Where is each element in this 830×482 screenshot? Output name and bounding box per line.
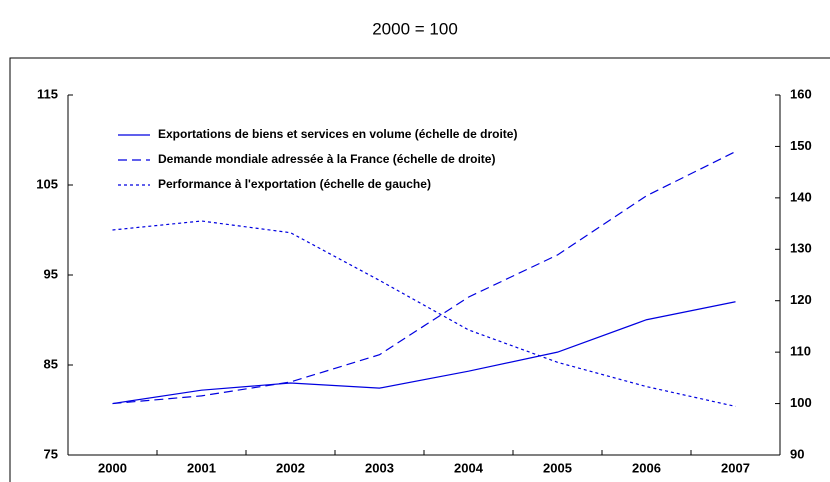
chart-title: 2000 = 100 <box>372 19 458 38</box>
y-tick-label: 85 <box>44 356 58 371</box>
x-tick-label: 2002 <box>276 460 305 475</box>
y-tick-label: 95 <box>44 266 58 281</box>
x-tick-label: 2006 <box>632 460 661 475</box>
x-tick-label: 2004 <box>454 460 484 475</box>
x-tick-label: 2003 <box>365 460 394 475</box>
frame <box>9 57 830 482</box>
y2-tick-label: 150 <box>790 138 812 153</box>
y2-tick-label: 90 <box>790 446 804 461</box>
y2-tick-label: 130 <box>790 241 812 256</box>
legend-label: Performance à l'exportation (échelle de … <box>158 177 431 191</box>
y2-tick-label: 120 <box>790 292 812 307</box>
series-line <box>112 220 736 407</box>
y-tick-label: 105 <box>36 176 58 191</box>
legend-label: Demande mondiale adressée à la France (é… <box>158 152 495 166</box>
y2-tick-label: 100 <box>790 395 812 410</box>
series-line <box>112 151 736 405</box>
x-tick-label: 2005 <box>543 460 572 475</box>
y2-tick-label: 140 <box>790 189 812 204</box>
legend-label: Exportations de biens et services en vol… <box>158 127 517 141</box>
x-tick-label: 2001 <box>187 460 216 475</box>
y2-tick-label: 110 <box>790 344 811 359</box>
x-tick-label: 2007 <box>721 460 750 475</box>
y2-tick-label: 160 <box>790 86 812 101</box>
series-line <box>112 301 736 405</box>
x-tick-label: 2000 <box>98 460 127 475</box>
y-tick-label: 115 <box>37 86 58 101</box>
y-tick-label: 75 <box>44 446 58 461</box>
